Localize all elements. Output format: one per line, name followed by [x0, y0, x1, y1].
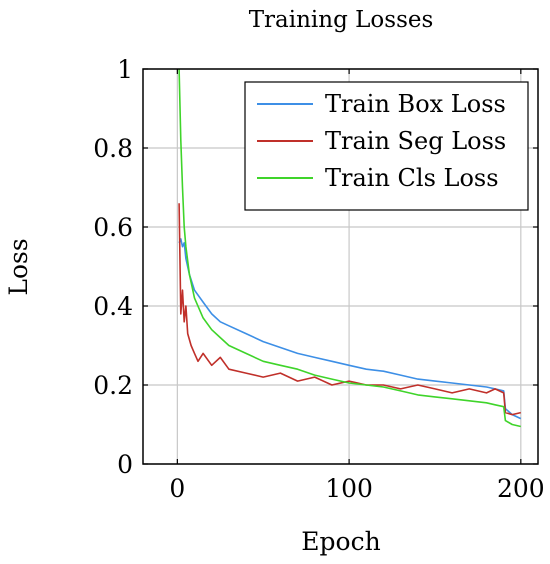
- legend-label: Train Seg Loss: [325, 127, 506, 155]
- y-tick-label: 0: [117, 450, 133, 479]
- x-axis-label: Epoch: [301, 527, 380, 556]
- series-line-train-seg-loss: [178, 203, 521, 416]
- x-tick-label: 100: [325, 474, 373, 503]
- series-lines: [178, 69, 522, 428]
- y-tick-label: 0.6: [93, 213, 133, 242]
- series-line-train-cls-loss: [178, 69, 521, 428]
- x-tick-label: 0: [169, 474, 185, 503]
- legend-label: Train Box Loss: [325, 90, 506, 118]
- y-tick-label: 0.2: [93, 371, 133, 400]
- plot-frame: [142, 68, 539, 465]
- legend-label: Train Cls Loss: [325, 164, 499, 192]
- y-tick-label: 1: [117, 55, 133, 84]
- series-line-train-box-loss: [178, 238, 522, 420]
- y-tick-label: 0.8: [93, 134, 133, 163]
- y-tick-label: 0.4: [93, 292, 133, 321]
- chart-title: Training Losses: [249, 7, 434, 33]
- legend: Train Box Loss Train Seg Loss Train Cls Lo…: [244, 81, 529, 211]
- y-axis-label: Loss: [4, 238, 33, 295]
- x-tick-label: 200: [497, 474, 545, 503]
- axis-ticks: 0 100 200 0 0.2 0.4 0.6 0.8 1: [93, 55, 544, 503]
